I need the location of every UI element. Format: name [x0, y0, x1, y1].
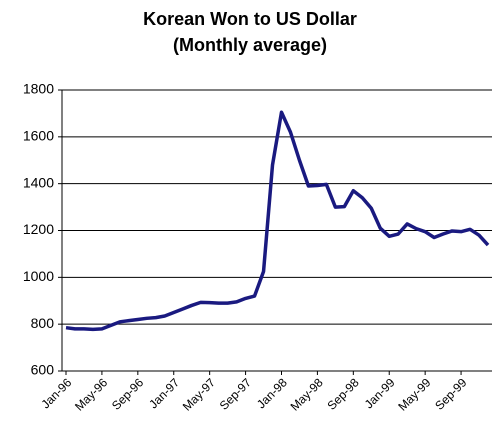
y-tick-label: 1000	[23, 268, 54, 284]
x-tick-label: Jan-99	[362, 375, 398, 411]
x-tick-label: May-97	[180, 375, 218, 413]
x-tick-label: Jan-98	[254, 375, 290, 411]
x-tick-label: Sep-98	[324, 375, 361, 412]
y-tick-label: 1600	[23, 128, 54, 144]
chart-subtitle: (Monthly average)	[173, 35, 327, 55]
chart-title: Korean Won to US Dollar	[143, 9, 357, 29]
y-tick-label: 600	[31, 362, 55, 378]
y-tick-label: 1400	[23, 174, 54, 190]
x-tick-label: Sep-97	[217, 375, 254, 412]
line-series	[65, 110, 490, 332]
x-tick-label: Jan-97	[146, 375, 182, 411]
x-tick-label: May-96	[72, 375, 110, 413]
x-tick-label: Sep-99	[432, 375, 469, 412]
y-tick-label: 1800	[23, 81, 54, 97]
x-tick-label: May-98	[288, 375, 326, 413]
x-tick-label: Sep-96	[109, 375, 146, 412]
x-tick-label: Jan-96	[39, 375, 75, 411]
x-tick-label: May-99	[395, 375, 433, 413]
y-tick-label: 800	[31, 315, 55, 331]
y-tick-label: 1200	[23, 221, 54, 237]
